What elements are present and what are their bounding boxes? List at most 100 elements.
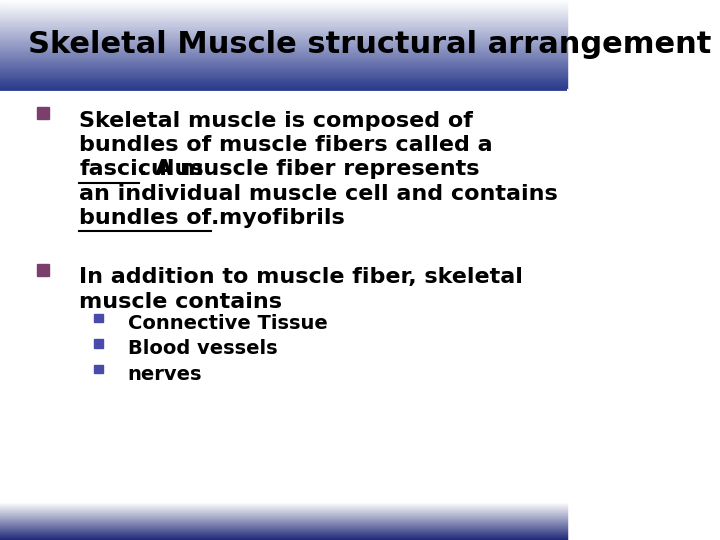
Bar (0, 526, 567, 527)
Bar (0, 76, 567, 77)
Bar (0, 52, 567, 53)
Bar (0, 10, 567, 11)
Bar (0, 25, 567, 26)
Bar (0, 524, 567, 525)
Bar (0, 62, 567, 64)
Bar (0, 535, 567, 536)
Bar (0, 8, 567, 9)
Bar (0, 510, 567, 511)
Bar (0, 533, 567, 534)
Bar (0, 20, 567, 21)
FancyBboxPatch shape (37, 264, 49, 276)
Bar (0, 78, 567, 79)
Bar (0, 503, 567, 504)
FancyBboxPatch shape (94, 339, 103, 348)
Bar (0, 17, 567, 18)
Bar (0, 0, 567, 1)
Bar (0, 51, 567, 52)
Bar (0, 82, 567, 83)
Bar (0, 66, 567, 67)
Bar (0, 516, 567, 517)
Bar (0, 515, 567, 516)
Bar (0, 60, 567, 61)
Bar (0, 19, 567, 20)
Bar (0, 508, 567, 509)
Bar (0, 67, 567, 68)
Text: In addition to muscle fiber, skeletal: In addition to muscle fiber, skeletal (79, 267, 523, 287)
Bar (0, 18, 567, 19)
Bar (0, 527, 567, 528)
Bar (0, 85, 567, 86)
Bar (0, 46, 567, 47)
Bar (0, 73, 567, 75)
Bar (0, 23, 567, 24)
Bar (0, 87, 567, 88)
Bar (0, 83, 567, 84)
Bar (0, 4, 567, 5)
Bar (0, 84, 567, 85)
Bar (0, 55, 567, 56)
Bar (0, 31, 567, 32)
Text: bundles of myofibrils: bundles of myofibrils (79, 208, 345, 228)
Bar (0, 2, 567, 3)
Bar (0, 509, 567, 510)
Bar (0, 523, 567, 524)
Bar (0, 75, 567, 76)
FancyBboxPatch shape (37, 107, 49, 119)
Bar (0, 49, 567, 50)
Text: nerves: nerves (127, 364, 202, 383)
Bar (0, 24, 567, 25)
Bar (0, 512, 567, 513)
Bar (0, 35, 567, 36)
Bar (0, 45, 567, 46)
Bar (0, 525, 567, 526)
Bar (0, 68, 567, 69)
Bar (0, 502, 567, 503)
Bar (0, 36, 567, 37)
Bar (0, 65, 567, 66)
Bar (0, 26, 567, 28)
Bar (0, 530, 567, 531)
FancyBboxPatch shape (94, 314, 103, 322)
Bar (0, 511, 567, 512)
Bar (0, 88, 567, 89)
Bar (0, 40, 567, 41)
FancyBboxPatch shape (94, 364, 103, 373)
Text: Connective Tissue: Connective Tissue (127, 314, 328, 333)
Bar (0, 56, 567, 57)
Bar (0, 39, 567, 40)
Bar (0, 14, 567, 15)
Bar (0, 47, 567, 48)
Bar (0, 6, 567, 8)
Bar (0, 69, 567, 70)
Bar (0, 517, 567, 518)
Bar (0, 72, 567, 73)
Bar (0, 58, 567, 59)
Text: . A muscle fiber represents: . A muscle fiber represents (139, 159, 480, 179)
Bar (0, 59, 567, 60)
Bar (0, 528, 567, 529)
Bar (0, 48, 567, 49)
Bar (0, 21, 567, 22)
Bar (0, 79, 567, 80)
Bar (0, 529, 567, 530)
Bar (0, 86, 567, 87)
Bar (0, 64, 567, 65)
Bar (0, 513, 567, 514)
Bar (0, 505, 567, 506)
Text: .: . (211, 208, 219, 228)
Bar (0, 504, 567, 505)
Bar (0, 519, 567, 521)
Bar (0, 71, 567, 72)
Text: fasciculus: fasciculus (79, 159, 204, 179)
Bar (0, 29, 567, 30)
Bar (0, 9, 567, 10)
Bar (0, 5, 567, 6)
Bar (0, 536, 567, 537)
Bar (0, 507, 567, 508)
Bar (0, 37, 567, 38)
Bar (0, 28, 567, 29)
Bar (0, 22, 567, 23)
Bar (0, 57, 567, 58)
Bar (0, 33, 567, 35)
